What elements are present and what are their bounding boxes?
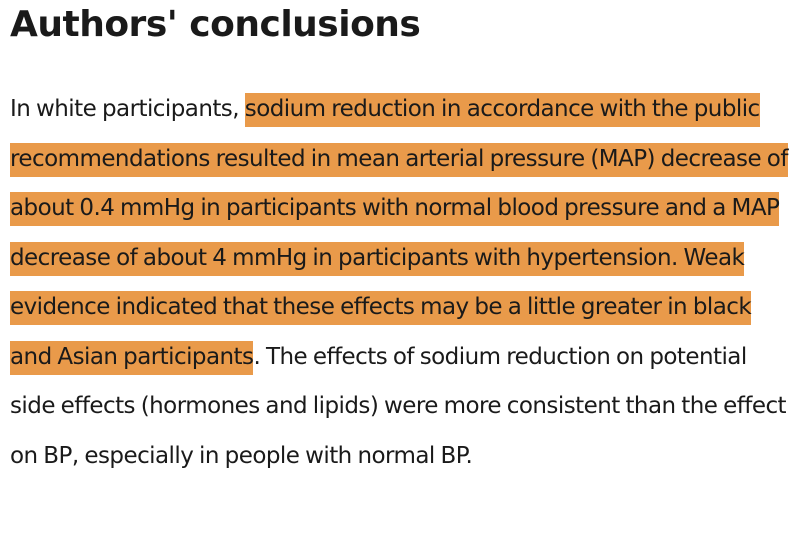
paragraph-trailing-text: . The effects of sodium reduction on pot… [10,343,787,469]
paragraph-lead-text: In white participants, [10,96,245,122]
conclusions-paragraph: In white participants, sodium reduction … [10,85,796,481]
section-heading: Authors' conclusions [10,4,421,45]
highlighted-text: sodium reduction in accordance with the … [10,93,788,375]
